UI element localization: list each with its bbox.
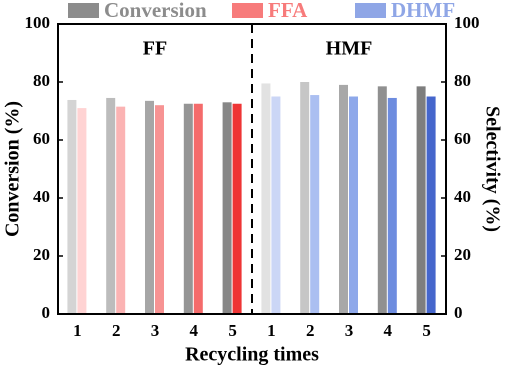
x-tick-label: 5	[422, 321, 431, 340]
bar	[67, 99, 77, 314]
bar	[339, 84, 348, 315]
bar	[387, 97, 397, 314]
x-tick-label: 3	[345, 321, 354, 340]
legend-label: FFA	[268, 0, 308, 22]
y-axis-title: Conversion (%)	[2, 101, 24, 237]
y2-tick-label: 80	[454, 71, 471, 90]
bar	[271, 96, 281, 314]
legend-label: Conversion	[104, 0, 207, 22]
panel-label: FF	[143, 38, 167, 60]
legend-swatch	[68, 3, 99, 18]
bar	[349, 96, 358, 314]
panel-label: HMF	[326, 38, 373, 60]
y-tick-label: 80	[33, 71, 50, 90]
y2-tick-label: 0	[454, 303, 463, 322]
bar	[106, 97, 116, 314]
y-tick-label: 40	[33, 187, 50, 206]
legend-swatch	[355, 3, 386, 18]
bar	[145, 100, 154, 314]
bar	[193, 103, 203, 314]
x-tick-label: 2	[112, 321, 121, 340]
bar	[426, 96, 436, 314]
y-tick-label: 60	[33, 129, 50, 148]
y-tick-label: 20	[33, 245, 50, 264]
bar	[222, 102, 232, 314]
x-tick-label: 1	[73, 321, 82, 340]
legend-swatch	[232, 3, 263, 18]
x-tick-label: 3	[151, 321, 160, 340]
x-axis-title: Recycling times	[185, 344, 319, 366]
x-tick-label: 5	[228, 321, 237, 340]
x-tick-label: 1	[267, 321, 276, 340]
bar	[261, 83, 271, 314]
bar	[77, 108, 87, 314]
legend-label: DHMF	[391, 0, 455, 22]
bar	[416, 86, 426, 314]
y2-tick-label: 60	[454, 129, 471, 148]
bar	[300, 82, 310, 314]
y2-axis-title: Selectivity (%)	[481, 106, 503, 232]
x-tick-label: 4	[384, 321, 393, 340]
x-tick-label: 2	[306, 321, 315, 340]
bar	[377, 86, 387, 314]
bar	[232, 103, 242, 314]
bar	[155, 105, 164, 314]
y2-tick-label: 20	[454, 245, 471, 264]
bar	[116, 106, 126, 315]
y2-tick-label: 40	[454, 187, 471, 206]
y2-tick-label: 100	[454, 13, 480, 32]
plot-frame	[57, 23, 447, 315]
x-tick-label: 4	[190, 321, 199, 340]
y-tick-label: 0	[42, 303, 51, 322]
y-tick-label: 100	[25, 13, 51, 32]
bar	[183, 103, 193, 314]
bar	[310, 95, 320, 314]
